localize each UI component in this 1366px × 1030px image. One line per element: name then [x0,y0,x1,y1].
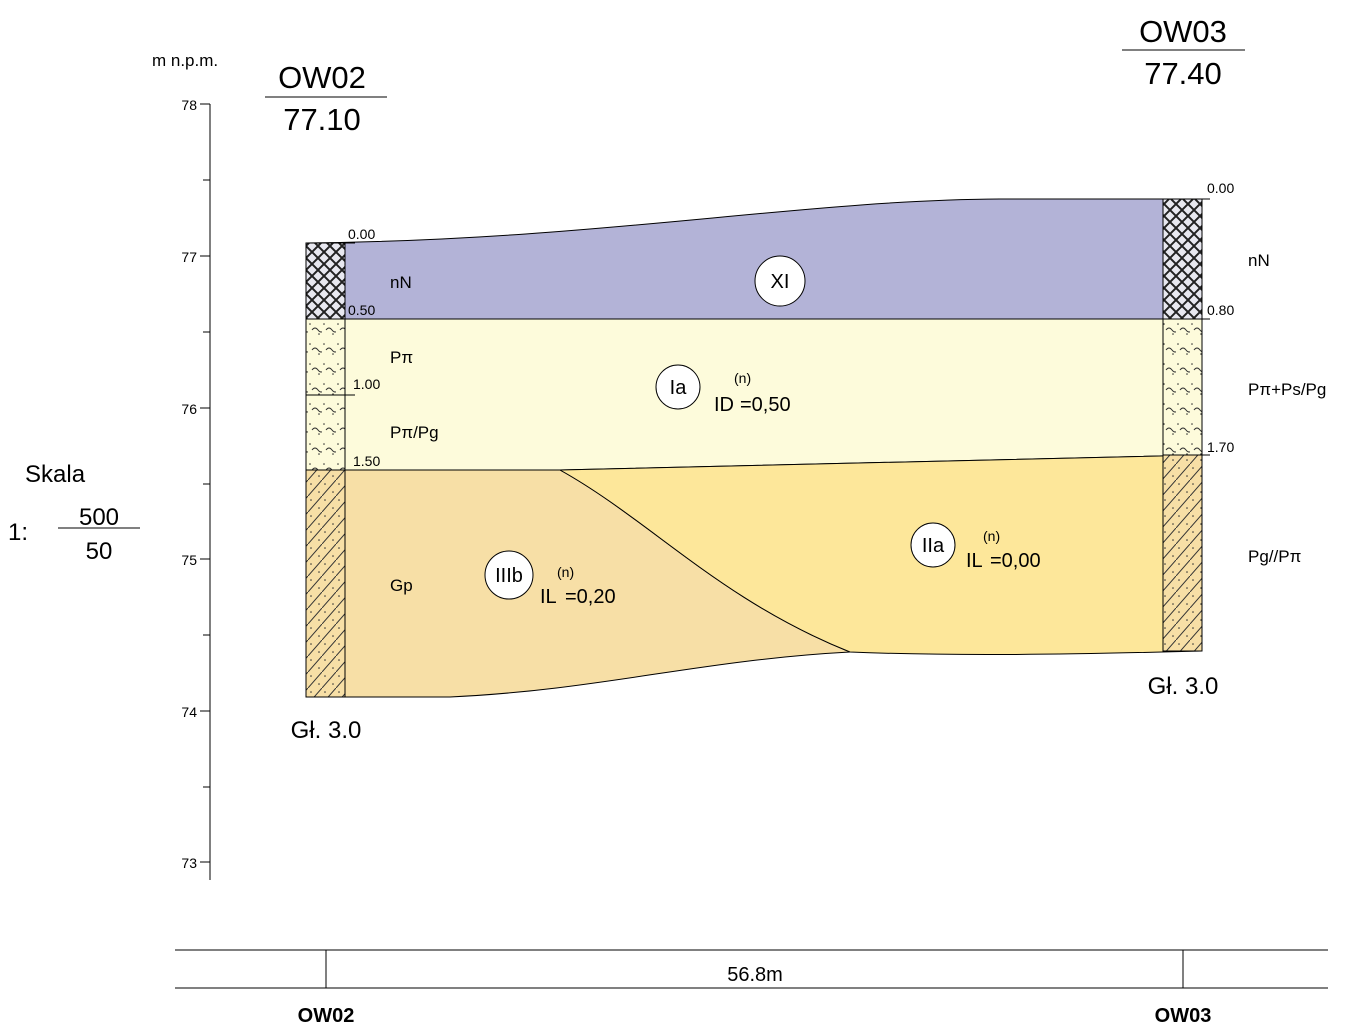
unit-id: XI [771,271,790,293]
unit-value: =0,20 [565,586,616,608]
layer-name: nN [1248,251,1270,270]
axis-unit: m n.p.m. [152,51,218,70]
scale-horizontal: 500 [79,504,119,531]
unit-sup: (n) [557,564,574,580]
depth-label: 0.00 [1207,180,1234,196]
borehole-name: OW02 [278,60,366,95]
distance-from: OW02 [298,1005,355,1027]
scale-label: Skala [25,461,86,488]
unit-sup: (n) [983,528,1000,544]
column-segment [1163,319,1202,455]
column-segment [1163,199,1202,319]
tick-label: 78 [181,97,197,113]
tick-label: 77 [181,249,197,265]
column-segment [306,470,345,697]
depth-label: 1.50 [353,453,380,469]
layer-name: Pπ [390,348,413,367]
unit-sup: (n) [734,370,751,386]
layer-name: Gp [390,576,413,595]
tick-label: 74 [181,704,197,720]
layer-name: Pg//Pπ [1248,547,1301,566]
layer-name: Pπ/Pg [390,423,439,442]
depth-label: 0.00 [348,226,375,242]
borehole-elevation: 77.10 [283,102,361,137]
unit-id: IIa [922,535,945,557]
tick-label: 75 [181,552,197,568]
tick-label: 76 [181,401,197,417]
unit-param: IL [540,586,557,608]
depth-label: 1.70 [1207,439,1234,455]
cross-section: 0.00 0.50 1.00 1.50 0.00 0.80 1.70 nN Pπ… [0,0,1366,1030]
unit-value: =0,50 [740,394,791,416]
tick-label: 73 [181,855,197,871]
unit-value: =0,00 [990,550,1041,572]
depth-label: 0.50 [348,302,375,318]
borehole-elevation: 77.40 [1144,56,1222,91]
distance-value: 56.8m [727,964,783,986]
axis-ticks [200,104,210,862]
depth-label: 1.00 [353,376,380,392]
unit-param: ID [714,394,734,416]
borehole-name: OW03 [1139,14,1227,49]
unit-id: Ia [670,377,688,399]
final-depth: Gł. 3.0 [291,717,362,744]
scale-vertical: 50 [86,538,113,565]
final-depth: Gł. 3.0 [1148,673,1219,700]
column-segment [306,243,345,319]
layer-xi [306,199,1202,319]
unit-param: IL [966,550,983,572]
unit-id: IIIb [495,565,523,587]
scale-prefix: 1: [8,519,28,546]
depth-label: 0.80 [1207,302,1234,318]
distance-to: OW03 [1155,1005,1212,1027]
layer-name: nN [390,273,412,292]
layer-name: Pπ+Ps/Pg [1248,380,1326,399]
column-segment [1163,455,1202,651]
